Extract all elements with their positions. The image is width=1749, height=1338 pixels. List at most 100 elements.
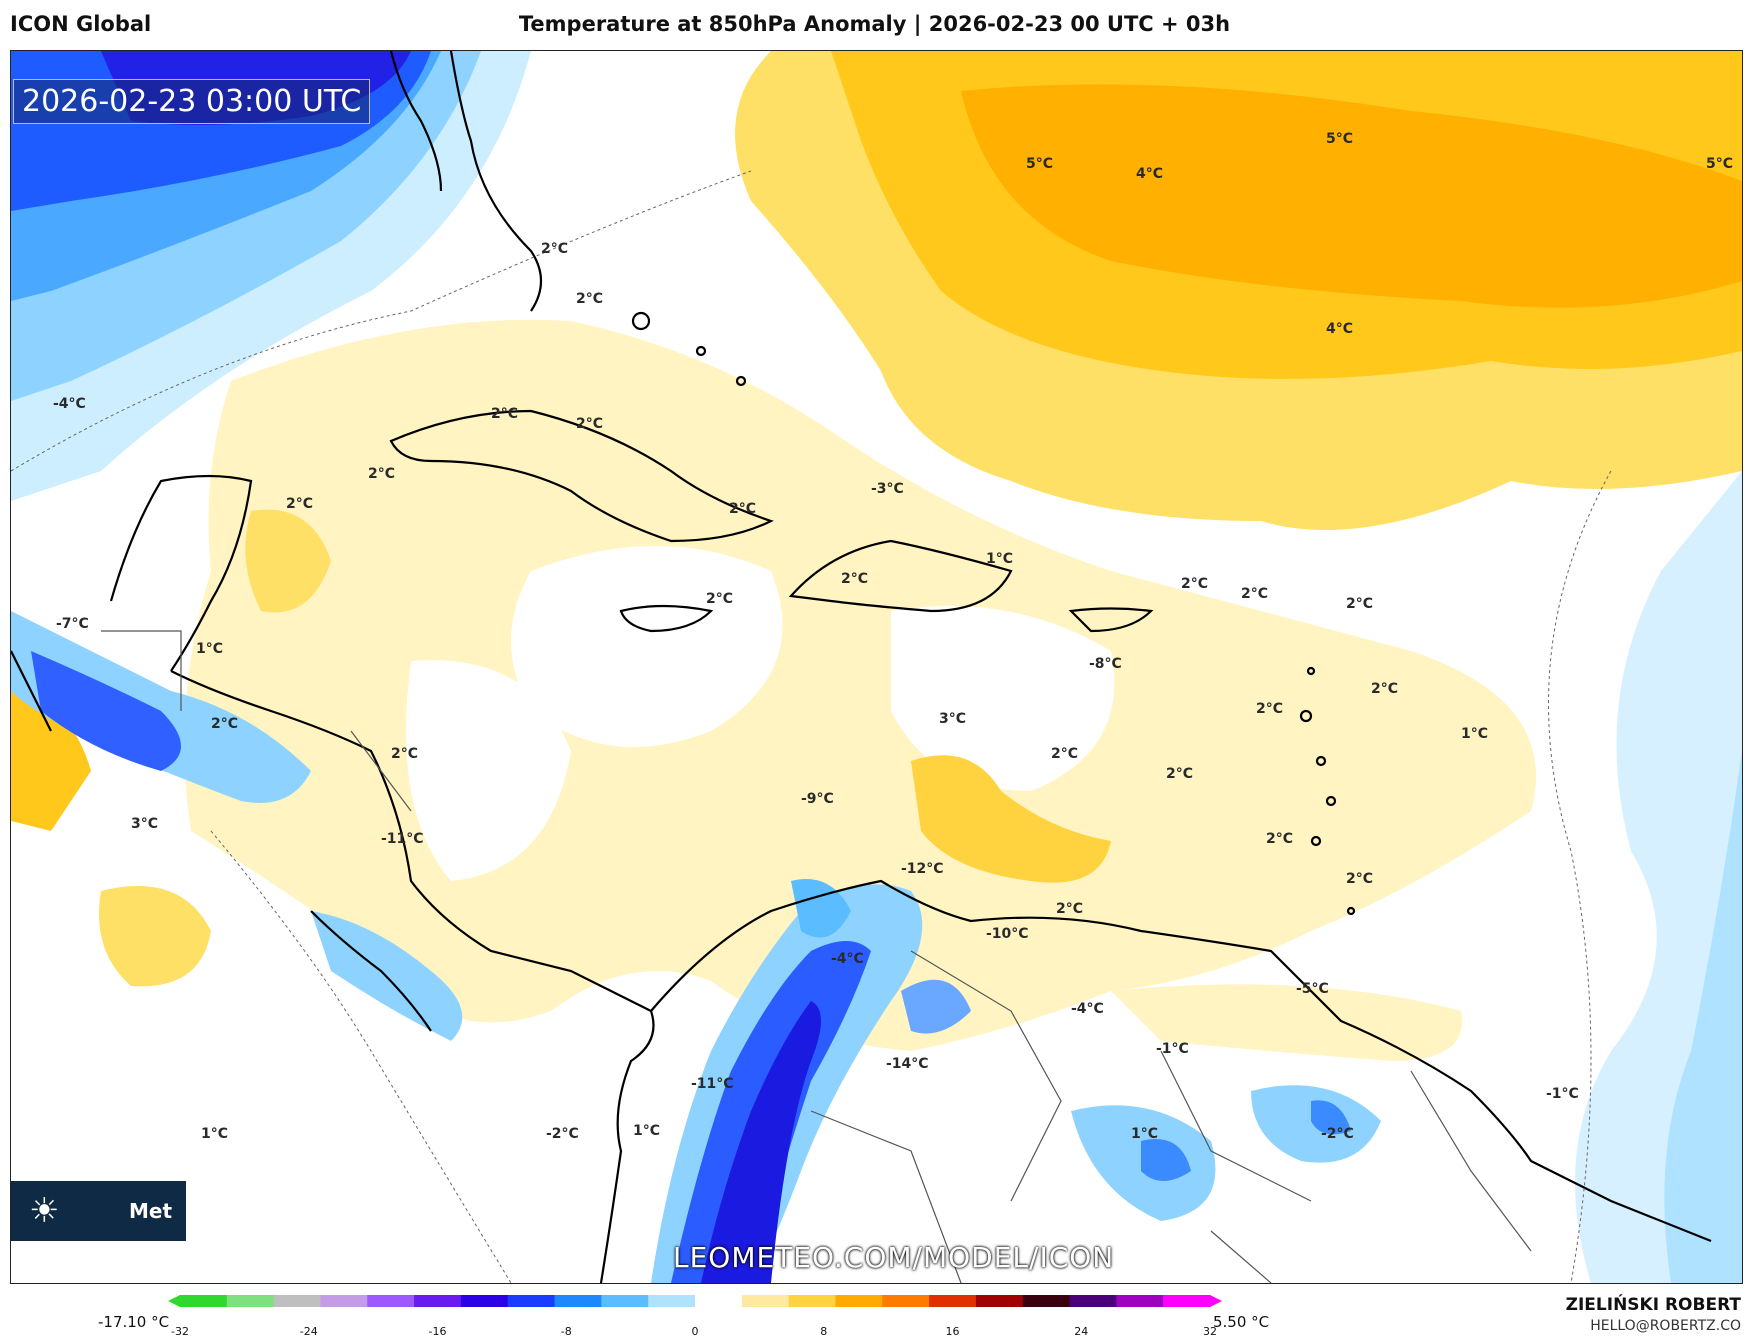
colorbar-swatch: [601, 1295, 649, 1307]
contour-label: 2°C: [1241, 586, 1269, 602]
contour-label: 2°C: [1051, 746, 1079, 762]
author-credit: ZIELIŃSKI ROBERT: [1565, 1295, 1741, 1315]
contour-label: 2°C: [491, 406, 519, 422]
colorbar-swatch: [414, 1295, 462, 1307]
colorbar-svg: [168, 1295, 1222, 1307]
contour-label: -4°C: [831, 951, 864, 967]
contour-label: 2°C: [1181, 576, 1209, 592]
colorbar-tick-label: -8: [560, 1325, 572, 1338]
contour-label: -1°C: [1156, 1041, 1189, 1057]
contour-label: 1°C: [986, 551, 1014, 567]
contour-label: 2°C: [286, 496, 314, 512]
contour-label: 1°C: [1461, 726, 1489, 742]
contour-label: 2°C: [1346, 871, 1374, 887]
colorbar-swatch: [273, 1295, 321, 1307]
contour-label: 2°C: [1371, 681, 1399, 697]
contour-label: 3°C: [939, 711, 967, 727]
contour-label: 5°C: [1026, 156, 1054, 172]
contour-label: 2°C: [1346, 596, 1374, 612]
contour-label: -9°C: [801, 791, 834, 807]
colorbar-swatch: [320, 1295, 368, 1307]
colorbar: -17.10 °C -32 -24 -16 -8 0 8 16 24 32 5.50 °C ZI…: [0, 1285, 1749, 1338]
colorbar-swatch: [835, 1295, 883, 1307]
contour-label: -4°C: [53, 396, 86, 412]
colorbar-swatch: [882, 1295, 930, 1307]
colorbar-swatch: [367, 1295, 415, 1307]
contour-label: 1°C: [196, 641, 224, 657]
contour-label: -1°C: [1546, 1086, 1579, 1102]
colorbar-swatch: [975, 1295, 1024, 1307]
contour-label: 2°C: [706, 591, 734, 607]
contour-label: 1°C: [633, 1123, 661, 1139]
field-min-label: -17.10 °C: [98, 1313, 170, 1331]
colorbar-tick-label: -32: [171, 1325, 189, 1338]
colorbar-max-arrow: [1210, 1295, 1222, 1307]
contour-label: 4°C: [1326, 321, 1354, 337]
model-name: ICON Global: [10, 12, 152, 36]
colorbar-swatch: [180, 1295, 228, 1307]
contour-label: -12°C: [901, 861, 944, 877]
colorbar-tick-label: 0: [691, 1325, 699, 1338]
map-title: Temperature at 850hPa Anomaly | 2026-02-…: [518, 12, 1231, 36]
logo-text: Met: [129, 1199, 173, 1223]
contour-label: 2°C: [211, 716, 239, 732]
contour-label: 5°C: [1706, 156, 1734, 172]
colorbar-swatch: [1069, 1295, 1117, 1307]
watermark-url: LEOMETEO.COM/MODEL/ICON: [673, 1241, 1115, 1274]
contour-label: -2°C: [1321, 1126, 1354, 1142]
colorbar-swatch: [648, 1295, 696, 1307]
contour-label: -2°C: [546, 1126, 579, 1142]
contour-label: -5°C: [1296, 981, 1329, 997]
site-logo[interactable]: ☀ Met: [11, 1181, 186, 1241]
contour-label: -4°C: [1071, 1001, 1104, 1017]
colorbar-min-arrow: [168, 1295, 180, 1307]
colorbar-tick-label: 24: [1074, 1325, 1089, 1338]
contour-label: 2°C: [368, 466, 396, 482]
colorbar-tick-label: 8: [820, 1325, 828, 1338]
contour-label: -11°C: [381, 831, 424, 847]
colorbar-swatch: [1163, 1295, 1211, 1307]
contour-label: -11°C: [691, 1076, 734, 1092]
contour-label: -7°C: [56, 616, 89, 632]
contour-label: 1°C: [201, 1126, 229, 1142]
contour-label: 4°C: [1136, 166, 1164, 182]
colorbar-swatch: [554, 1295, 602, 1307]
colorbar-swatch: [695, 1295, 743, 1307]
sun-icon: ☀: [29, 1191, 60, 1231]
colorbar-swatch: [929, 1295, 977, 1307]
contour-label: 2°C: [729, 501, 757, 517]
contour-label: 2°C: [576, 416, 604, 432]
contour-label: 3°C: [131, 816, 159, 832]
contour-label: 2°C: [576, 291, 604, 307]
field-max-label: 5.50 °C: [1213, 1313, 1270, 1331]
contour-label: 2°C: [1266, 831, 1294, 847]
contour-label: 5°C: [1326, 131, 1354, 147]
contour-label: 2°C: [1056, 901, 1084, 917]
colorbar-tick-label: -16: [428, 1325, 447, 1338]
contour-label: 2°C: [391, 746, 419, 762]
author-email: HELLO@ROBERTZ.CO: [1590, 1318, 1741, 1334]
contour-label: 1°C: [1131, 1126, 1159, 1142]
colorbar-swatch: [788, 1295, 836, 1307]
colorbar-tick-label: -24: [299, 1325, 318, 1338]
colorbar-swatch: [1022, 1295, 1071, 1307]
anomaly-field: [11, 51, 1742, 1283]
contour-label: -14°C: [886, 1056, 929, 1072]
contour-label: 2°C: [1166, 766, 1194, 782]
contour-label: 2°C: [1256, 701, 1284, 717]
contour-label: -8°C: [1089, 656, 1122, 672]
colorbar-swatch: [226, 1295, 275, 1307]
contour-label: -10°C: [986, 926, 1029, 942]
colorbar-swatch: [460, 1295, 509, 1307]
header: ICON Global Temperature at 850hPa Anomal…: [0, 0, 1749, 50]
colorbar-swatch: [741, 1295, 790, 1307]
contour-label: -3°C: [871, 481, 904, 497]
valid-time-stamp: 2026-02-23 03:00 UTC: [13, 79, 371, 124]
contour-label: 2°C: [841, 571, 869, 587]
colorbar-tick-label: 32: [1203, 1325, 1217, 1338]
contour-label: 2°C: [541, 241, 569, 257]
map-panel[interactable]: 2026-02-23 03:00 UTC 5°C 4°C 5°C 5°C 4°C 2°C 2…: [10, 50, 1743, 1284]
colorbar-swatch: [507, 1295, 556, 1307]
colorbar-swatch: [1116, 1295, 1164, 1307]
colorbar-tick-label: 16: [945, 1325, 960, 1338]
